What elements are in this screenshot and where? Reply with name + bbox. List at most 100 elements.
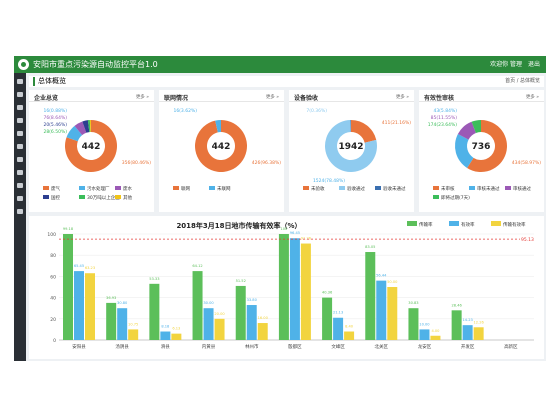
legend-label: 废水	[123, 185, 132, 192]
legend-label: 验收通过	[347, 185, 365, 192]
breadcrumb[interactable]: 首页 / 总体概览	[505, 78, 540, 84]
bar-value-label: 30.83	[408, 301, 418, 305]
bar-value-label: 30.80	[117, 301, 128, 305]
more-link[interactable]: 更多 »	[135, 95, 149, 100]
legend-swatch	[433, 195, 439, 199]
more-link[interactable]: 更多 »	[265, 95, 279, 100]
bar	[473, 327, 484, 340]
x-tick-label: 殷都区	[288, 343, 302, 350]
donut-slice	[471, 120, 481, 133]
bar	[344, 331, 355, 340]
clock-icon[interactable]	[17, 118, 23, 123]
chart-icon[interactable]	[17, 131, 23, 136]
logout-link[interactable]: 退出	[527, 61, 540, 68]
legend-swatch	[407, 221, 417, 226]
y-tick-label: 80	[50, 253, 56, 259]
legend-swatch	[115, 195, 121, 199]
slice-label: 356(80.46%)	[122, 160, 152, 166]
bar	[171, 333, 182, 340]
legend-label: 审核未通过	[477, 185, 500, 192]
slice-label: 16(3.62%)	[173, 108, 197, 114]
x-tick-label: 汤阴县	[115, 343, 129, 350]
bar-value-label: 4.00	[431, 329, 440, 333]
slice-label: 174(23.64%)	[428, 122, 458, 128]
home-icon[interactable]	[17, 92, 23, 97]
bar-value-label: 40.36	[322, 291, 333, 295]
bar	[246, 305, 257, 340]
legend-swatch	[339, 186, 345, 190]
donut-slice	[351, 120, 377, 143]
user-area: 欢迎你 管理 退出	[486, 60, 540, 69]
card-network: 联网情况 更多 » 442 16(3.62%) 426(96.38%) 联网 未联网	[159, 90, 284, 212]
user-menu[interactable]: 欢迎你 管理	[490, 61, 523, 68]
app-window: 安阳市重点污染源自动监控平台1.0 欢迎你 管理 退出 总体概览 首页 / 总体…	[14, 56, 546, 361]
more-link[interactable]: 更多 »	[395, 95, 409, 100]
bar-value-label: 12.26	[473, 320, 484, 324]
donut-slice	[467, 120, 507, 172]
top-bar: 安阳市重点污染源自动监控平台1.0 欢迎你 管理 退出	[14, 56, 546, 73]
page-title: 总体概览	[33, 77, 66, 86]
legend-label: 传输率	[419, 221, 433, 228]
bar	[74, 271, 84, 340]
legend-swatch	[79, 195, 85, 199]
legend-swatch	[469, 186, 475, 190]
donut-slice	[87, 120, 91, 133]
card-title: 有效性审核	[424, 95, 455, 102]
x-tick-label: 林州市	[245, 343, 259, 350]
doc-icon[interactable]	[17, 105, 23, 110]
slice-label: 16(0.88%)	[43, 108, 67, 114]
bar-value-label: 10.00	[419, 322, 430, 326]
slice-label: 1524(78.48%)	[313, 178, 345, 184]
bar	[63, 234, 73, 340]
flag-icon[interactable]	[17, 144, 23, 149]
donut-slice	[89, 120, 91, 133]
menu-icon[interactable]	[17, 79, 23, 84]
legend-label: 30万吨以上企业	[87, 194, 120, 201]
more-link[interactable]: 更多 »	[525, 95, 539, 100]
bar	[365, 252, 376, 340]
bar-value-label: 56.44	[376, 274, 387, 278]
bar	[192, 271, 203, 340]
bar	[333, 317, 344, 340]
legend-label: 未审核	[441, 185, 455, 192]
list-icon[interactable]	[17, 157, 23, 162]
y-tick-label: 60	[50, 274, 56, 280]
settings-icon[interactable]	[17, 196, 23, 201]
slice-label: 43(5.84%)	[433, 108, 457, 114]
legend-swatch	[173, 186, 179, 190]
bar-value-label: 96.45	[290, 231, 300, 235]
bar-value-label: 14.23	[462, 318, 472, 322]
bar	[462, 325, 473, 340]
donut-chart: 1942 7(0.36%) 411(21.16%) 1524(78.48%)未验收 验收…	[303, 108, 411, 192]
bar-value-label: 51.52	[236, 279, 246, 283]
legend-label: 其他	[123, 194, 132, 201]
card-enterprise: 企业总览 更多 » 442 16(0.88%) 76(8.64%) 20(5.46%)…	[29, 90, 154, 212]
grid-icon[interactable]	[17, 170, 23, 175]
legend-swatch	[43, 186, 49, 190]
user-icon[interactable]	[17, 209, 23, 214]
bar	[430, 335, 441, 340]
bar	[149, 283, 160, 340]
bar-value-label: 83.05	[365, 245, 375, 249]
card-title: 设备验收	[294, 95, 319, 102]
bar	[278, 234, 289, 340]
bar-value-label: 10.75	[128, 322, 138, 326]
x-tick-label: 内黄县	[202, 343, 216, 350]
bar	[451, 310, 462, 340]
donut-chart: 442 16(3.62%) 426(96.38%) 联网 未联网	[173, 108, 281, 192]
bar-value-label: 33.80	[247, 298, 258, 302]
bar-value-label: 63.23	[85, 266, 95, 270]
bar-value-label: 6.13	[172, 327, 180, 331]
y-tick-label: 0	[53, 338, 56, 344]
map-icon[interactable]	[17, 183, 23, 188]
donut-slice	[325, 120, 377, 172]
x-tick-label: 文峰区	[331, 343, 345, 350]
divider	[159, 101, 284, 102]
bar-value-label: 20.00	[214, 312, 225, 316]
target-label: 95.13	[521, 237, 534, 243]
legend-label: 传输有效率	[503, 221, 526, 228]
legend-label: 即将过期(7天)	[441, 194, 470, 201]
bar	[419, 329, 430, 340]
donut-slice	[215, 120, 221, 133]
bar-value-label: 36.93	[106, 296, 116, 300]
